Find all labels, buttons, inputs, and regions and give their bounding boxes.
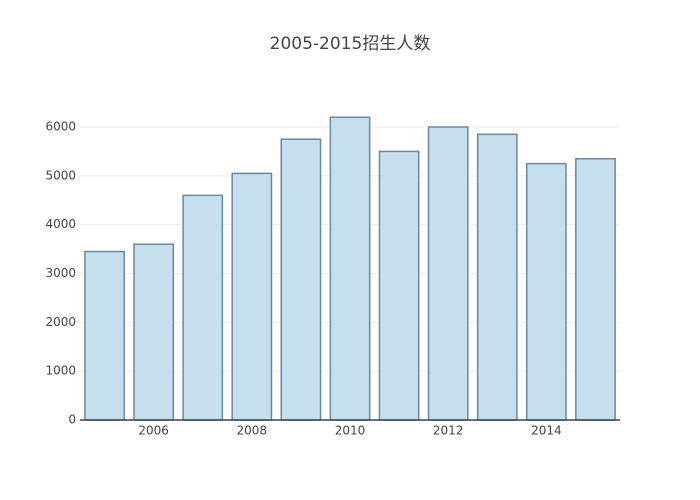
x-tick-label: 2008 [237,424,268,438]
bar [133,243,175,421]
x-tick-label: 2010 [335,424,366,438]
bar [427,126,469,421]
chart-title: 2005-2015招生人数 [270,34,431,54]
bar [378,150,420,421]
bar [329,116,371,421]
x-tick-label: 2014 [531,424,562,438]
bar [182,194,224,421]
x-tick-label: 2006 [138,424,169,438]
bar [476,133,518,421]
x-tick-label: 2012 [433,424,464,438]
bar [84,250,125,421]
bar [575,157,616,421]
y-tick-label: 3000 [45,266,76,280]
bar [231,172,273,421]
y-tick-label: 2000 [45,315,76,329]
bar [525,162,567,421]
y-tick-label: 0 [68,413,76,427]
y-tick-label: 5000 [45,168,76,182]
y-tick-label: 6000 [45,120,76,134]
y-tick-label: 1000 [45,364,76,378]
y-tick-label: 4000 [45,217,76,231]
bar [280,138,322,421]
